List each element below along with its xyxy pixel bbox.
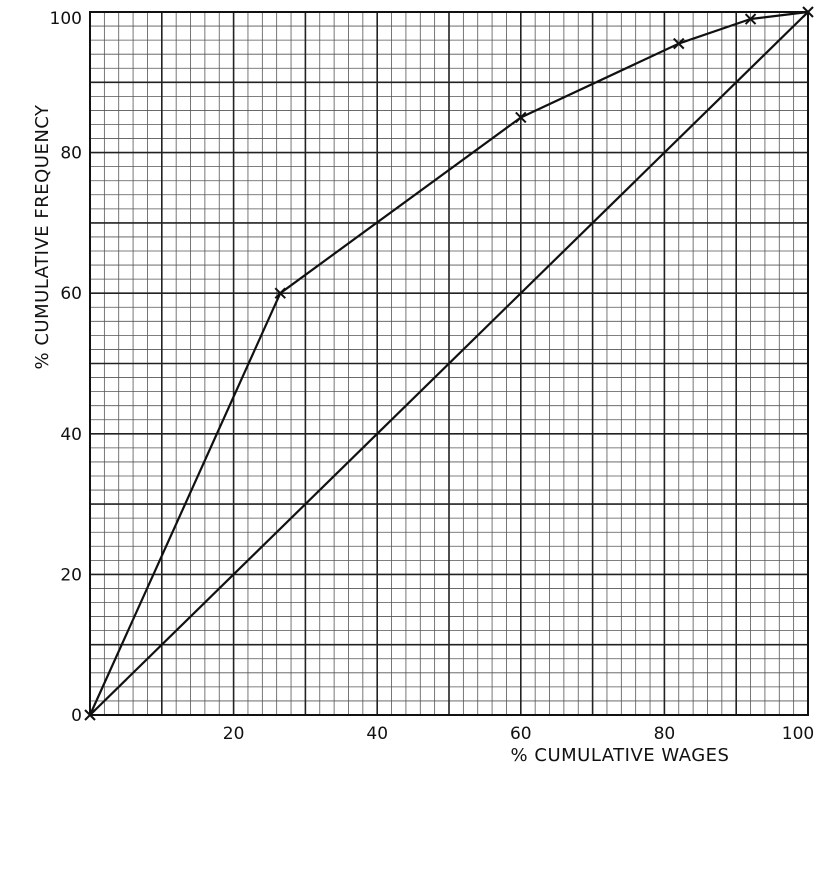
x-tick-label: 60	[510, 724, 532, 744]
y-tick-label: 60	[60, 284, 82, 304]
x-axis-label: % CUMULATIVE WAGES	[511, 745, 730, 766]
series-layer	[84, 6, 814, 721]
data-point-marker	[744, 13, 757, 25]
y-axis-label: % CUMULATIVE FREQUENCY	[32, 104, 53, 370]
y-tick-label: 80	[60, 144, 82, 164]
data-point-marker	[673, 37, 685, 50]
x-tick-label: 100	[782, 724, 814, 744]
lorenz-curve-line	[88, 10, 809, 716]
y-tick-labels: 0 20 40 60 80 100	[50, 9, 82, 726]
plot-frame	[89, 11, 809, 716]
y-tick-label: 0	[71, 706, 82, 726]
x-tick-label: 80	[654, 724, 676, 744]
data-point-marker	[274, 287, 286, 299]
marker-stroke	[673, 37, 685, 50]
y-tick-label: 100	[50, 9, 82, 29]
y-tick-label: 20	[60, 565, 82, 585]
data-point-marker	[515, 111, 527, 124]
x-tick-label: 40	[366, 724, 388, 744]
x-tick-label: 20	[223, 724, 245, 744]
marker-stroke	[515, 111, 527, 124]
equality-line	[89, 11, 809, 716]
marker-stroke	[744, 13, 757, 25]
x-tick-labels: 20 40 60 80 100	[223, 724, 814, 744]
y-tick-label: 40	[60, 425, 82, 445]
marker-stroke	[274, 287, 286, 299]
